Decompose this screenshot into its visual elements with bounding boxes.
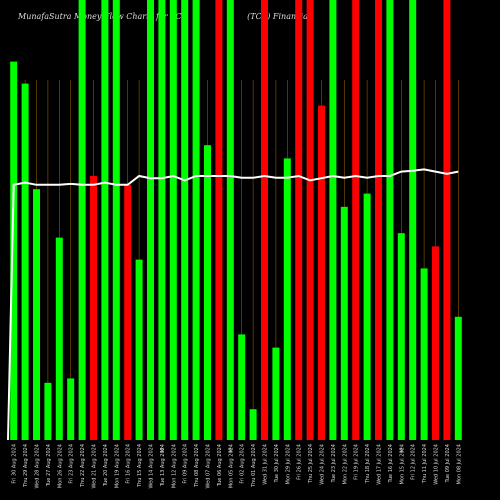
x-tick-label: Thu 15 Aug 2024	[137, 444, 143, 488]
bar	[306, 0, 314, 440]
bar	[397, 233, 405, 440]
x-tick-label: Mon 15 Jul 2024	[399, 444, 405, 484]
bar	[215, 0, 223, 440]
bar	[55, 237, 63, 440]
x-tick-label: Wed 28 Aug 2024	[35, 444, 41, 489]
bar	[295, 0, 303, 440]
bar	[329, 0, 337, 440]
x-tick-label: Thu 11 Jul 2024	[422, 444, 428, 484]
annotation-label: $	[160, 447, 164, 454]
chart-subtitle: (TCF) Financial	[247, 12, 311, 21]
x-tick-label: Fri 09 Aug 2024	[183, 444, 189, 484]
x-tick-label: Wed 14 Aug 2024	[149, 444, 155, 489]
x-tick-label: Mon 19 Aug 2024	[114, 444, 120, 488]
x-tick-label: Tue 06 Aug 2024	[217, 444, 223, 487]
x-tick-label: Fri 02 Aug 2024	[240, 444, 246, 484]
bar	[363, 193, 371, 440]
bar	[226, 0, 234, 440]
bar	[10, 61, 18, 440]
x-tick-label: Thu 22 Aug 2024	[80, 444, 86, 488]
bar	[283, 158, 291, 440]
x-tick-label: Wed 21 Aug 2024	[92, 444, 98, 489]
x-tick-label: Mon 12 Aug 2024	[171, 444, 177, 488]
bar	[78, 0, 86, 440]
chart-bars	[10, 0, 462, 440]
x-tick-label: Fri 23 Aug 2024	[69, 444, 75, 484]
bar	[192, 0, 200, 440]
x-tick-label: Wed 24 Jul 2024	[320, 444, 326, 485]
bar	[204, 145, 211, 440]
x-tick-label: Wed 17 Jul 2024	[377, 444, 383, 485]
x-tick-label: Tue 23 Jul 2024	[331, 444, 337, 483]
bar	[432, 246, 439, 440]
x-tick-label: Thu 29 Aug 2024	[23, 444, 29, 488]
x-tick-label: Mon 22 Jul 2024	[342, 444, 348, 484]
bar	[158, 0, 166, 440]
x-tick-label: Thu 08 Aug 2024	[194, 444, 200, 488]
x-tick-label: Fri 19 Jul 2024	[354, 444, 360, 480]
bar	[124, 184, 132, 440]
x-tick-label: Fri 12 Jul 2024	[411, 444, 417, 480]
x-tick-label: Tue 27 Aug 2024	[46, 444, 52, 487]
bar	[443, 0, 451, 440]
x-tick-label: Fri 26 Jul 2024	[297, 444, 303, 480]
bar	[318, 105, 325, 440]
x-tick-label: Thu 25 Jul 2024	[308, 444, 314, 484]
x-tick-label: Mon 05 Aug 2024	[228, 444, 234, 488]
x-tick-label: Fri 30 Aug 2024	[12, 444, 18, 484]
chart-line-layer	[7, 168, 459, 441]
x-tick-label: Fri 16 Aug 2024	[126, 444, 132, 484]
x-tick-label: Wed 31 Jul 2024	[263, 444, 269, 485]
bar	[375, 0, 382, 440]
bar	[249, 409, 257, 440]
bar	[147, 0, 154, 440]
annotation-label: $	[399, 447, 403, 454]
bar	[67, 378, 75, 440]
x-tick-label: Tue 13 Aug 2024	[160, 444, 166, 487]
x-tick-label: Tue 30 Jul 2024	[274, 444, 280, 483]
chart-annotations: $ $ $	[160, 447, 403, 454]
x-tick-label: Tue 09 Jul 2024	[445, 444, 451, 483]
bar	[409, 0, 417, 440]
x-tick-label: Tue 16 Jul 2024	[388, 444, 394, 483]
bar	[181, 0, 189, 440]
x-tick-label: Mon 29 Jul 2024	[285, 444, 291, 484]
x-tick-label: Wed 10 Jul 2024	[434, 444, 440, 485]
bar	[112, 0, 120, 440]
bar	[44, 382, 52, 440]
bar	[33, 189, 40, 440]
bar	[169, 0, 177, 440]
bar	[454, 316, 462, 440]
bar	[238, 334, 246, 440]
bar	[261, 0, 268, 440]
x-tick-label: Wed 07 Aug 2024	[206, 444, 212, 489]
bar	[135, 259, 143, 440]
bar	[101, 0, 109, 440]
bar	[90, 176, 97, 440]
bar	[340, 206, 348, 440]
money-flow-line	[7, 168, 459, 441]
bar	[386, 0, 394, 440]
bar	[352, 0, 360, 440]
x-axis-tick-labels: Fri 30 Aug 2024 Thu 29 Aug 2024 Wed 28 Aug…	[12, 444, 463, 489]
x-tick-label: Thu 18 Jul 2024	[365, 444, 371, 484]
annotation-label: $	[228, 447, 232, 454]
x-tick-label: Mon 26 Aug 2024	[57, 444, 63, 488]
bar	[420, 268, 428, 440]
x-tick-label: Mon 08 Jul 2024	[456, 444, 462, 484]
bar	[272, 347, 280, 440]
x-tick-label: Tue 20 Aug 2024	[103, 444, 109, 487]
bar	[21, 83, 29, 440]
x-tick-label: Thu 01 Aug 2024	[251, 444, 257, 488]
